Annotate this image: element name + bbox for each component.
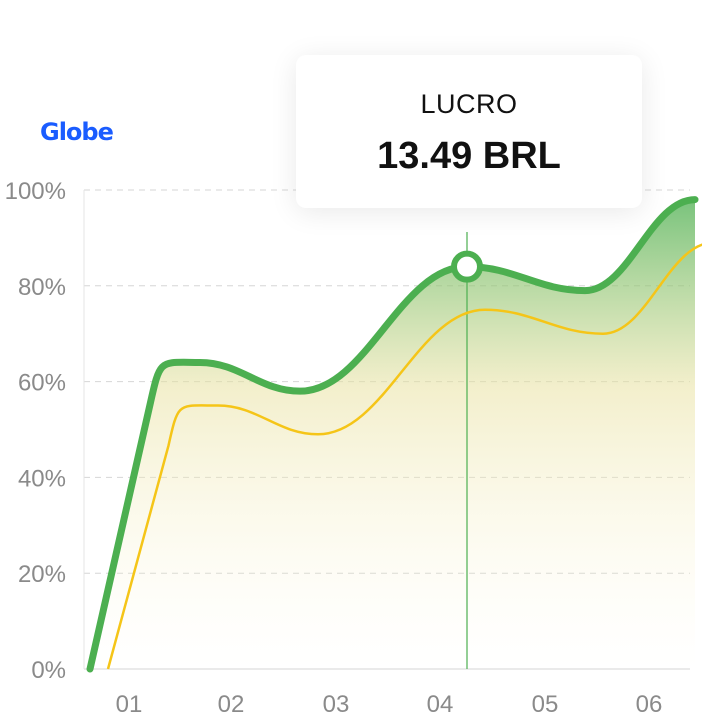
y-tick-label: 0% <box>31 657 66 684</box>
x-tick-label: 05 <box>532 691 559 715</box>
x-tick-label: 04 <box>427 691 454 715</box>
highlighted-data-point[interactable] <box>451 250 483 283</box>
y-tick-label: 40% <box>18 465 66 492</box>
brand-logo: Globe <box>40 118 114 146</box>
x-tick-label: 02 <box>218 691 245 715</box>
x-tick-label: 03 <box>323 691 350 715</box>
y-tick-label: 100% <box>5 178 66 205</box>
y-tick-label: 60% <box>18 370 66 397</box>
series-line-secondary <box>106 243 702 670</box>
x-axis: 01 02 03 04 05 06 <box>116 691 663 715</box>
x-tick-label: 01 <box>116 691 143 715</box>
tooltip-value: 13.49 BRL <box>377 135 561 177</box>
tooltip-label: LUCRO <box>420 89 518 119</box>
value-tooltip: LUCRO 13.49 BRL <box>296 55 642 208</box>
x-tick-label: 06 <box>636 691 663 715</box>
series-line-primary <box>86 196 699 673</box>
y-tick-label: 20% <box>18 561 66 588</box>
y-axis: 0% 20% 40% 60% 80% 100% <box>5 178 66 684</box>
y-tick-label: 80% <box>18 274 66 301</box>
series-area <box>90 199 695 669</box>
